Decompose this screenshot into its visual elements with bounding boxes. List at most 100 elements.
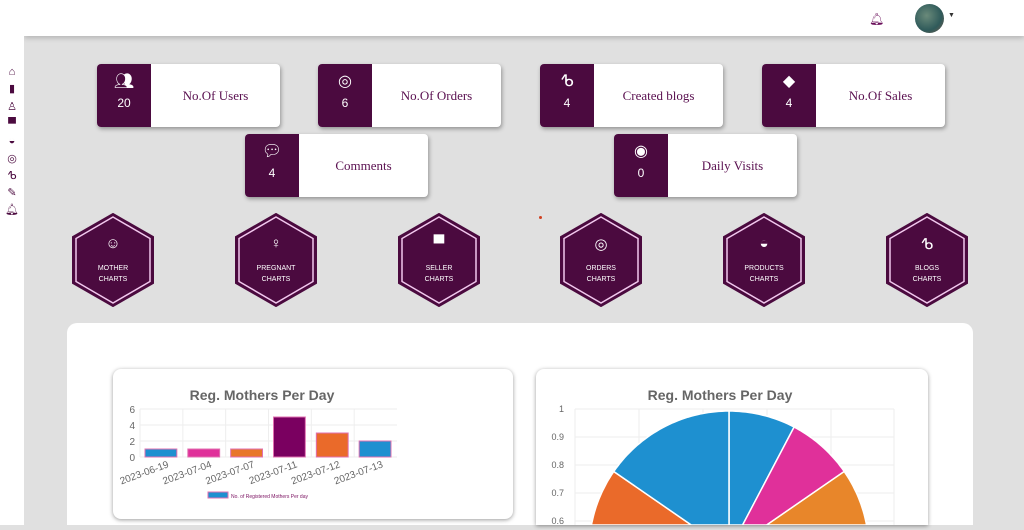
basket-icon: ◒ <box>759 235 769 252</box>
bar <box>144 448 178 458</box>
charts-panel: Reg. Mothers Per Day 0 2 4 6 2023-06-19 2023-0… <box>67 323 973 526</box>
hexagon-shape <box>723 213 805 307</box>
stat-card-icon-panel: ◆ 4 <box>762 64 816 127</box>
stat-label: Daily Visits <box>701 157 764 173</box>
hex-label-line1: PREGNANT <box>256 265 296 272</box>
stat-card-icon-panel: 💬︎ 4 <box>245 134 299 197</box>
y-tick-label: 4 <box>129 421 135 432</box>
hexagon-shape <box>560 213 642 307</box>
stat-card-created-blogs[interactable]: ᕹ 4 Created blogs <box>540 64 723 127</box>
caret-down-icon[interactable]: ▼ <box>948 12 955 19</box>
hex-label-line2: CHARTS <box>749 276 779 283</box>
hex-button-products-charts[interactable]: ◒ PRODUCTS CHARTS <box>723 213 805 307</box>
tag-icon: ◆ <box>782 73 796 90</box>
stat-card-no-of-orders[interactable]: ◎ 6 No.Of Orders <box>318 64 501 127</box>
blog-icon: ᕹ <box>560 73 574 90</box>
stat-value: 4 <box>268 166 276 180</box>
stat-value: 4 <box>563 96 571 110</box>
pie-chart: Reg. Mothers Per Day 1 0.9 0.8 0.7 0.6 <box>551 387 895 526</box>
hex-label-line2: CHARTS <box>261 276 291 283</box>
hex-label-line2: CHARTS <box>912 276 942 283</box>
y-tick-label: 0 <box>129 453 135 464</box>
bar <box>358 440 392 458</box>
hex-button-blogs-charts[interactable]: ᕹ BLOGS CHARTS <box>886 213 968 307</box>
y-tick-label: 0.8 <box>551 460 564 470</box>
users-icon: 👥︎ <box>113 73 135 90</box>
x-tick-label: 2023-07-13 <box>333 459 385 487</box>
stat-card-icon-panel: 👥︎ 20 <box>97 64 151 127</box>
mother-icon[interactable]: ♙ <box>7 100 17 113</box>
pie-slice <box>764 470 868 526</box>
pie-chart-card: Reg. Mothers Per Day 1 0.9 0.8 0.7 0.6 <box>536 369 928 526</box>
decorative-dot <box>539 216 542 219</box>
pregnant-icon: ♀ <box>270 235 282 252</box>
stat-card-comments[interactable]: 💬︎ 4 Comments <box>245 134 428 197</box>
blog-icon: ᕹ <box>920 236 934 253</box>
bar <box>230 448 263 458</box>
hex-label-line1: SELLER <box>425 265 453 272</box>
bar <box>187 448 221 458</box>
y-tick-label: 0.6 <box>551 516 564 525</box>
legend-swatch <box>207 491 229 499</box>
syringe-icon[interactable]: ✎ <box>7 187 17 200</box>
hex-label-line2: CHARTS <box>424 276 454 283</box>
hexagon-shape <box>235 213 317 307</box>
hex-button-seller-charts[interactable]: ▀ SELLER CHARTS <box>398 213 480 307</box>
stat-value: 20 <box>117 96 131 110</box>
hexagon-shape <box>398 213 480 307</box>
stat-card-icon-panel: ◎ 6 <box>318 64 372 127</box>
pie-slice <box>612 410 730 526</box>
stat-label: Created blogs <box>622 87 695 103</box>
accessibility-icon: ☺ <box>105 235 121 252</box>
hex-button-orders-charts[interactable]: ◎ ORDERS CHARTS <box>560 213 642 307</box>
bar-chart: Reg. Mothers Per Day02462023-06-192023-0… <box>119 387 397 500</box>
y-tick-label: 0.9 <box>551 432 564 442</box>
chart-title: Reg. Mothers Per Day <box>648 387 793 403</box>
hex-label-line2: CHARTS <box>586 276 616 283</box>
hex-label-line1: PRODUCTS <box>744 265 784 272</box>
bell-icon[interactable]: 🔔︎ <box>869 12 885 26</box>
stat-label: No.Of Users <box>182 87 249 103</box>
bell-icon[interactable]: 🔔︎ <box>5 204 19 217</box>
hex-button-mother-charts[interactable]: ☺ MOTHER CHARTS <box>72 213 154 307</box>
hexagon-shape <box>886 213 968 307</box>
pie-slice <box>590 470 694 526</box>
x-tick-label: 2023-07-07 <box>204 459 256 487</box>
stat-value: 4 <box>785 96 793 110</box>
top-header: 🔔︎ ▼ <box>24 0 1024 36</box>
lifering-icon[interactable]: ◎ <box>7 152 17 165</box>
hex-label-line1: BLOGS <box>914 265 940 272</box>
book-icon[interactable]: ▮ <box>8 83 16 96</box>
stat-label: No.Of Sales <box>848 87 913 103</box>
stat-label: No.Of Orders <box>400 87 473 103</box>
stat-card-icon-panel: ◉ 0 <box>614 134 668 197</box>
store-icon[interactable]: ▀ <box>8 117 16 130</box>
sidebar: ⌂ ▮ ♙ ▀ ◒ ◎ ᕹ ✎ 🔔︎ <box>0 0 24 525</box>
bar <box>273 416 306 458</box>
pie-slice <box>728 410 796 526</box>
basket-icon[interactable]: ◒ <box>8 135 16 148</box>
hex-button-pregnant-charts[interactable]: ♀ PREGNANT CHARTS <box>235 213 317 307</box>
blog-icon[interactable]: ᕹ <box>7 169 17 182</box>
eye-icon: ◉ <box>634 143 648 160</box>
stat-label: Comments <box>335 157 392 173</box>
stat-card-daily-visits[interactable]: ◉ 0 Daily Visits <box>614 134 797 197</box>
pie-slice <box>741 425 846 526</box>
hex-label-line2: CHARTS <box>98 276 128 283</box>
stat-value: 0 <box>637 166 645 180</box>
hex-label-line1: ORDERS <box>586 265 616 272</box>
lifering-icon: ◎ <box>338 73 352 90</box>
comments-icon: 💬︎ <box>261 143 283 160</box>
legend-label: No. of Registered Mothers Per day <box>231 494 308 500</box>
y-tick-label: 1 <box>559 404 564 414</box>
lifering-icon: ◎ <box>594 236 608 253</box>
stat-card-no-of-sales[interactable]: ◆ 4 No.Of Sales <box>762 64 945 127</box>
store-icon: ▀ <box>433 235 445 252</box>
bar-chart-card: Reg. Mothers Per Day 0 2 4 6 2023-06-19 2023-0… <box>113 369 513 519</box>
user-avatar[interactable] <box>915 4 944 33</box>
home-icon[interactable]: ⌂ <box>8 66 16 78</box>
bar <box>315 432 349 458</box>
stat-card-no-of-users[interactable]: 👥︎ 20 No.Of Users <box>97 64 280 127</box>
stat-value: 6 <box>341 96 349 110</box>
